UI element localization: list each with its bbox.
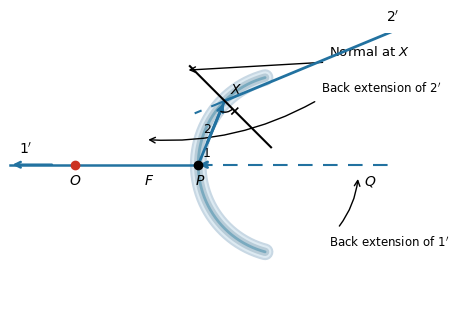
- Text: $2'$: $2'$: [386, 10, 400, 25]
- Text: $P$: $P$: [195, 174, 206, 188]
- Text: Back extension of $1'$: Back extension of $1'$: [330, 235, 450, 250]
- Text: $Q$: $Q$: [364, 174, 377, 189]
- Text: Normal at $X$: Normal at $X$: [330, 45, 411, 59]
- Text: $1'$: $1'$: [19, 141, 33, 157]
- Text: $X$: $X$: [230, 83, 242, 97]
- Text: $O$: $O$: [69, 174, 81, 188]
- Text: 2: 2: [203, 123, 211, 136]
- Text: $F$: $F$: [144, 174, 154, 188]
- Text: Back extension of $2'$: Back extension of $2'$: [321, 82, 442, 96]
- Text: 1: 1: [202, 147, 210, 160]
